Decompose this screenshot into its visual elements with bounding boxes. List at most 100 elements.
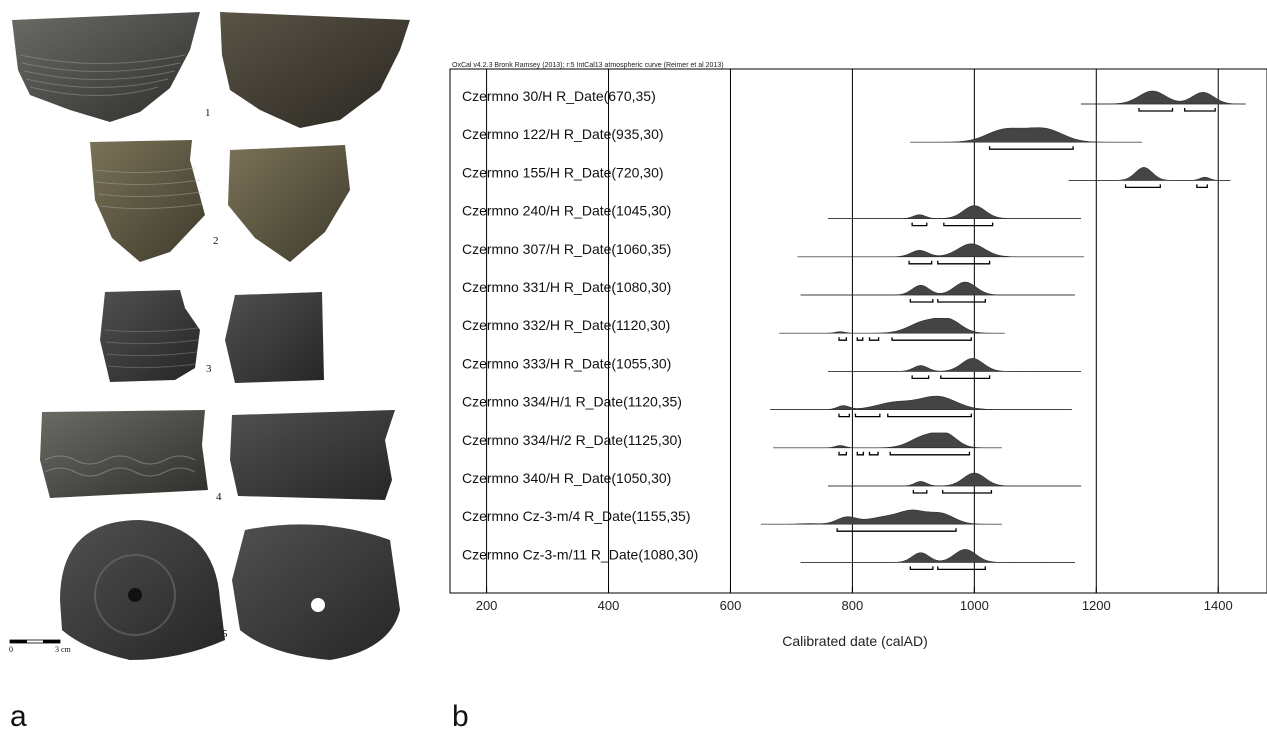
chart-header: OxCal v4.2.3 Bronk Ramsey (2013); r:5 In… xyxy=(452,62,724,69)
x-tick-label: 1000 xyxy=(960,598,989,613)
hpd-range-bracket xyxy=(891,337,972,341)
hpd-range-bracket xyxy=(940,375,991,380)
probability-distribution xyxy=(828,472,1082,487)
hpd-range-bracket xyxy=(912,490,928,494)
sample-row: Czermno Cz-3-m/4 R_Date(1155,35) xyxy=(462,508,1002,532)
hpd-range-bracket xyxy=(937,299,986,303)
sample-label: Czermno 333/H R_Date(1055,30) xyxy=(462,355,671,371)
probability-distribution xyxy=(779,318,1005,334)
sherd-5-interior xyxy=(232,524,400,660)
probability-distribution xyxy=(773,432,1002,449)
find-number: 5 xyxy=(222,628,228,640)
sample-row: Czermno 30/H R_Date(670,35) xyxy=(462,88,1246,112)
hpd-range-bracket xyxy=(887,413,972,418)
sample-row: Czermno 334/H/1 R_Date(1120,35) xyxy=(462,394,1072,418)
hpd-range-bracket xyxy=(937,566,986,571)
sherd-2-exterior xyxy=(90,140,205,262)
probability-distribution xyxy=(828,205,1082,219)
hpd-range-bracket xyxy=(908,260,933,265)
hpd-range-bracket xyxy=(943,222,994,227)
x-tick-label: 400 xyxy=(598,598,620,613)
sample-label: Czermno 332/H R_Date(1120,30) xyxy=(462,317,670,333)
hpd-range-bracket xyxy=(1138,108,1174,112)
sample-label: Czermno 240/H R_Date(1045,30) xyxy=(462,203,671,219)
sample-row: Czermno 332/H R_Date(1120,30) xyxy=(462,317,1005,341)
panel-label-a: a xyxy=(10,700,27,733)
hpd-range-bracket xyxy=(909,566,934,571)
find-number: 2 xyxy=(213,235,219,247)
sample-row: Czermno 122/H R_Date(935,30) xyxy=(462,126,1143,150)
pottery-photo-panel: 1 2 3 4 5 0 3 cm a xyxy=(0,0,440,734)
hpd-range-bracket xyxy=(911,222,928,227)
x-tick-labels: 200 400 600 800 1000 1200 1400 xyxy=(476,598,1233,613)
probability-distribution xyxy=(797,243,1085,258)
sample-label: Czermno 331/H R_Date(1080,30) xyxy=(462,279,671,295)
probability-distribution xyxy=(800,549,1075,563)
probability-distribution xyxy=(828,358,1082,372)
sherd-3-interior xyxy=(225,292,324,383)
sample-label: Czermno 340/H R_Date(1050,30) xyxy=(462,470,671,486)
sample-label: Czermno Cz-3-m/4 R_Date(1155,35) xyxy=(462,508,691,524)
hpd-range-bracket xyxy=(854,413,881,418)
sample-row: Czermno 331/H R_Date(1080,30) xyxy=(462,279,1075,303)
hpd-range-bracket xyxy=(838,337,847,341)
x-tick-label: 200 xyxy=(476,598,498,613)
sample-label: Czermno 155/H R_Date(720,30) xyxy=(462,164,664,180)
sample-label: Czermno 307/H R_Date(1060,35) xyxy=(462,241,671,257)
scale-start-label: 0 xyxy=(9,645,13,654)
scale-bar xyxy=(9,639,61,644)
hpd-range-bracket xyxy=(838,413,851,418)
x-tick-label: 1200 xyxy=(1082,598,1111,613)
hpd-range-bracket xyxy=(838,451,847,456)
hpd-range-bracket xyxy=(937,260,991,265)
probability-distribution xyxy=(1081,90,1246,105)
hpd-range-bracket xyxy=(889,451,971,456)
hpd-range-bracket xyxy=(988,146,1074,150)
probability-distribution xyxy=(1068,167,1231,181)
sample-rows: Czermno 30/H R_Date(670,35) Czermno 122/H… xyxy=(462,88,1246,571)
sample-row: Czermno 334/H/2 R_Date(1125,30) xyxy=(462,432,1002,456)
hpd-range-bracket xyxy=(1196,184,1208,189)
hpd-range-bracket xyxy=(1124,184,1161,189)
sherd-1-interior xyxy=(220,12,410,128)
sample-row: Czermno 333/H R_Date(1055,30) xyxy=(462,355,1082,380)
calibration-chart: OxCal v4.2.3 Bronk Ramsey (2013); r:5 In… xyxy=(449,62,1267,649)
sample-label: Czermno 334/H/2 R_Date(1125,30) xyxy=(462,432,682,448)
hpd-range-bracket xyxy=(941,490,993,494)
hpd-range-bracket xyxy=(868,451,879,456)
probability-distribution xyxy=(760,509,1002,525)
sample-row: Czermno 155/H R_Date(720,30) xyxy=(462,164,1231,189)
hpd-range-bracket xyxy=(1184,108,1216,112)
x-tick-label: 600 xyxy=(720,598,742,613)
pottery-photographs xyxy=(9,12,410,660)
hpd-range-bracket xyxy=(909,299,934,303)
find-number: 3 xyxy=(206,363,212,375)
sample-row: Czermno Cz-3-m/11 R_Date(1080,30) xyxy=(462,546,1075,571)
calibration-chart-panel: OxCal v4.2.3 Bronk Ramsey (2013); r:5 In… xyxy=(440,0,1267,734)
hpd-range-bracket xyxy=(911,375,930,380)
scale-end-label: 3 cm xyxy=(55,645,71,654)
plot-frame xyxy=(449,68,1267,594)
hpd-range-bracket xyxy=(856,451,865,456)
sherd-4-exterior xyxy=(40,410,208,498)
sample-label: Czermno 30/H R_Date(670,35) xyxy=(462,88,656,104)
sherd-1-exterior xyxy=(12,12,200,122)
x-tick-label: 800 xyxy=(842,598,864,613)
find-number: 4 xyxy=(216,491,222,503)
x-gridlines xyxy=(486,69,1219,593)
hpd-range-bracket xyxy=(868,337,880,341)
hpd-range-bracket xyxy=(836,528,957,532)
sample-label: Czermno Cz-3-m/11 R_Date(1080,30) xyxy=(462,546,698,562)
sherd-3-exterior xyxy=(100,290,200,382)
sample-row: Czermno 307/H R_Date(1060,35) xyxy=(462,241,1085,265)
sample-label: Czermno 334/H/1 R_Date(1120,35) xyxy=(462,394,682,410)
sherd-5-exterior xyxy=(60,520,225,660)
probability-distribution xyxy=(770,395,1072,410)
sherd-2-interior xyxy=(228,145,350,262)
sample-row: Czermno 340/H R_Date(1050,30) xyxy=(462,470,1082,494)
x-axis-label: Calibrated date (calAD) xyxy=(782,633,928,649)
find-number: 1 xyxy=(205,107,211,119)
hpd-range-bracket xyxy=(856,337,864,341)
probability-distribution xyxy=(910,127,1143,143)
probability-distribution xyxy=(800,281,1075,296)
